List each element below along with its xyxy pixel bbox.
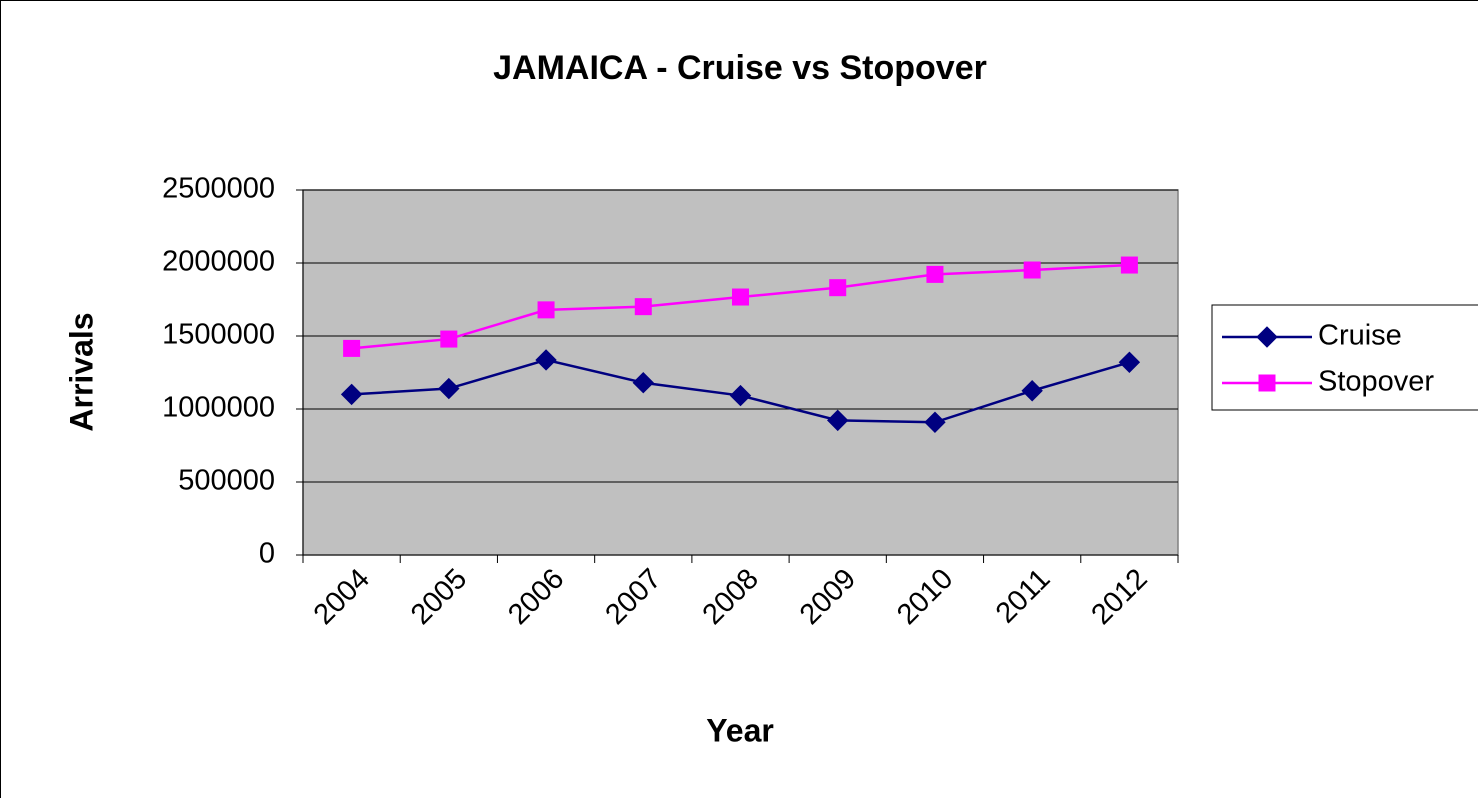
marker	[1021, 380, 1043, 402]
legend-label: Cruise	[1318, 320, 1402, 352]
marker	[732, 288, 749, 306]
marker	[440, 330, 458, 348]
y-tick-label: 2000000	[162, 246, 275, 278]
x-axis-label: Year	[706, 712, 774, 748]
marker	[729, 384, 752, 407]
legend-marker	[1256, 326, 1278, 348]
marker	[926, 265, 944, 283]
y-tick-label: 500000	[178, 465, 275, 497]
marker	[438, 377, 460, 400]
plot-area	[302, 189, 1179, 556]
y-axis-label: Arrivals	[63, 312, 99, 431]
marker	[537, 301, 555, 319]
legend-label: Stopover	[1318, 366, 1434, 398]
marker	[827, 409, 849, 432]
marker	[340, 383, 363, 406]
y-tick-label: 2500000	[162, 173, 275, 205]
y-tick-label: 1000000	[162, 392, 275, 424]
marker	[634, 298, 652, 316]
marker	[829, 279, 847, 297]
legend-box	[1211, 304, 1478, 411]
marker	[343, 339, 361, 357]
y-tick-label: 1500000	[162, 319, 275, 351]
marker	[1120, 256, 1138, 274]
marker	[632, 372, 654, 394]
legend-marker	[1258, 374, 1276, 392]
y-tick-label: 0	[259, 538, 275, 570]
marker	[924, 411, 946, 433]
marker	[1023, 261, 1041, 279]
marker	[1118, 351, 1141, 373]
marker	[535, 349, 557, 371]
chart-title: JAMAICA - Cruise vs Stopover	[493, 49, 987, 87]
